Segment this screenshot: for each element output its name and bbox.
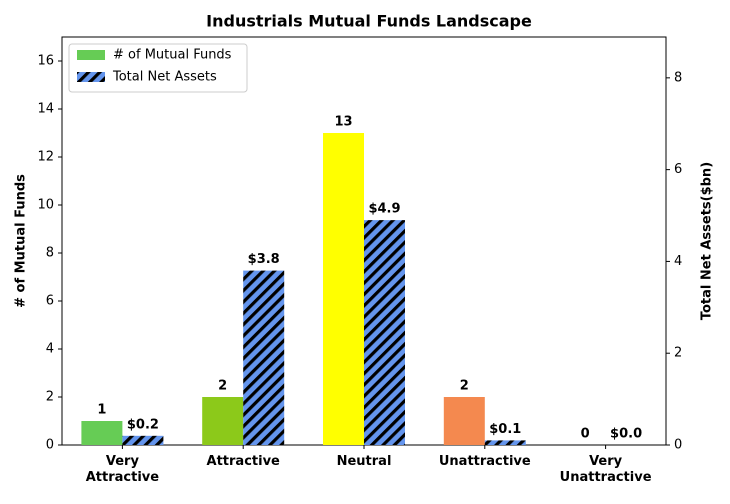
value-label: $3.8	[248, 252, 280, 267]
legend-swatch	[77, 50, 105, 60]
x-tick-label: Very Attractive	[86, 454, 160, 485]
x-tick-label: Unattractive	[439, 454, 531, 469]
bar	[202, 397, 244, 445]
legend-label: Total Net Assets	[112, 70, 217, 85]
x-tick-label: Very Unattractive	[560, 454, 652, 485]
y-tick-label: 2	[46, 390, 54, 405]
y2-tick-label: 2	[674, 346, 682, 361]
y-tick-label: 14	[37, 102, 54, 117]
y2-tick-label: 8	[674, 70, 682, 85]
bar	[323, 133, 364, 445]
y2-tick-label: 0	[674, 438, 682, 453]
y-tick-label: 0	[46, 438, 54, 453]
value-label: $0.1	[489, 422, 521, 437]
y-tick-label: 16	[37, 54, 54, 69]
value-label: 2	[460, 379, 469, 394]
y-tick-label: 10	[37, 198, 54, 213]
y-axis-label: # of Mutual Funds	[14, 174, 29, 308]
y2-tick-label: 6	[674, 162, 682, 177]
value-label: 13	[334, 115, 352, 130]
y-tick-label: 4	[46, 342, 54, 357]
x-tick-label: Neutral	[337, 454, 392, 469]
value-label: $4.9	[368, 202, 400, 217]
legend-swatch	[77, 72, 105, 82]
value-label: $0.2	[127, 417, 159, 432]
value-label: $0.0	[610, 427, 642, 442]
bar	[484, 440, 526, 445]
y2-tick-label: 4	[674, 254, 682, 269]
value-label: 1	[97, 403, 106, 418]
bar	[122, 435, 164, 445]
bar	[364, 220, 405, 445]
bar	[443, 397, 485, 445]
bar	[81, 421, 123, 445]
chart-title: Industrials Mutual Funds Landscape	[206, 12, 532, 31]
y-tick-label: 8	[46, 246, 54, 261]
value-label: 2	[218, 379, 227, 394]
y-tick-label: 6	[46, 294, 54, 309]
y2-axis-label: Total Net Assets($bn)	[700, 162, 715, 320]
bar	[243, 270, 285, 445]
legend-label: # of Mutual Funds	[113, 48, 232, 63]
x-tick-label: Attractive	[207, 454, 281, 469]
value-label: 0	[581, 427, 590, 442]
y-tick-label: 12	[37, 150, 54, 165]
legend-box	[68, 43, 248, 93]
